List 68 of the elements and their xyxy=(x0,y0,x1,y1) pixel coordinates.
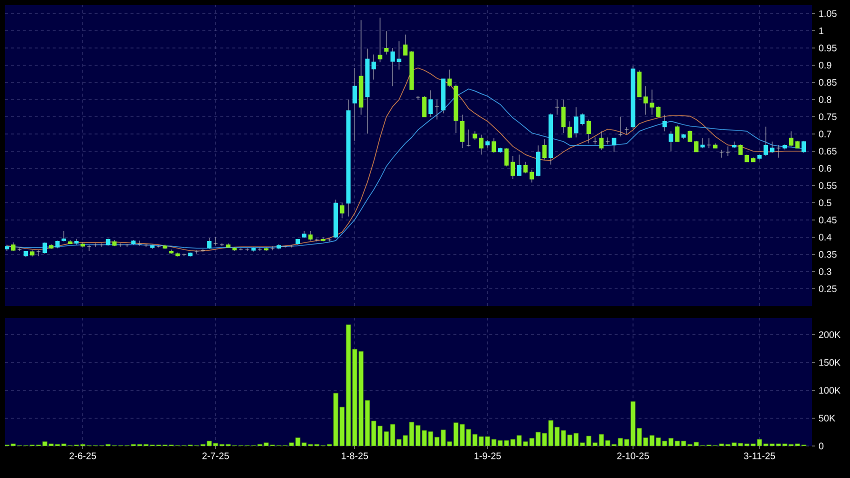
y-tick-label: 0.7 xyxy=(818,130,832,138)
candlestick xyxy=(586,119,591,144)
y-tick-label: 0.3 xyxy=(818,268,832,275)
x-tick-label: 2-7-25 xyxy=(202,452,229,460)
candlestick xyxy=(764,126,768,156)
candlestick xyxy=(74,238,79,246)
candlestick xyxy=(422,96,427,118)
y-tick-label: 0.4 xyxy=(818,234,832,241)
candlestick xyxy=(428,90,433,118)
y-tick-label: 0.45 xyxy=(818,216,837,224)
candlestick xyxy=(479,134,484,155)
candlestick xyxy=(372,54,376,80)
candlestick xyxy=(688,130,692,142)
y-tick-label: 0.9 xyxy=(818,62,832,69)
y-tick-label: 0.6 xyxy=(818,165,832,172)
candlestick xyxy=(738,144,743,155)
y-tick-label: 150K xyxy=(819,359,841,366)
y-tick-label: 0 xyxy=(818,442,824,450)
candlestick xyxy=(700,138,705,148)
x-tick-label: 1-8-25 xyxy=(342,452,368,460)
y-tick-label: 0.35 xyxy=(818,251,837,258)
candlestick xyxy=(523,162,528,174)
candlestick xyxy=(62,230,66,242)
candlestick xyxy=(612,138,616,152)
candlestick xyxy=(643,86,648,116)
y-tick-label: 1.05 xyxy=(819,10,837,17)
candlestick xyxy=(561,99,566,134)
candlestick xyxy=(352,68,357,142)
candlestick xyxy=(460,114,464,148)
y-tick-label: 0.85 xyxy=(818,79,837,86)
y-tick-label: 0.5 xyxy=(818,199,832,206)
y-tick-label: 0.95 xyxy=(818,44,837,52)
candlestick xyxy=(207,238,212,250)
x-tick-label: 3-11-25 xyxy=(744,452,776,460)
y-tick-label: 1 xyxy=(819,28,824,34)
candlestick xyxy=(390,48,395,86)
candlestick xyxy=(675,125,680,142)
y-tick-label: 200K xyxy=(819,331,841,338)
candlestick xyxy=(568,120,572,138)
y-tick-label: 0.75 xyxy=(818,113,837,120)
candlestick xyxy=(530,169,534,183)
x-tick-label: 1-9-25 xyxy=(474,452,501,460)
candlestick xyxy=(403,34,408,56)
candlestick xyxy=(662,114,667,132)
candlestick xyxy=(770,141,774,154)
candlestick xyxy=(492,138,496,154)
candlestick xyxy=(308,230,313,241)
y-tick-label: 0.8 xyxy=(818,96,832,103)
candlestick xyxy=(340,202,344,219)
y-tick-label: 0.25 xyxy=(818,285,837,292)
y-tick-label: 50K xyxy=(818,414,836,422)
candlestick xyxy=(668,130,674,152)
candlestick xyxy=(536,145,540,177)
y-tick-label: 0.55 xyxy=(818,182,837,189)
candlestick xyxy=(378,17,382,62)
y-tick-label: 100K xyxy=(819,386,841,394)
x-tick-label: 2-6-25 xyxy=(70,452,96,460)
candlestick xyxy=(447,69,452,88)
candlestick xyxy=(542,138,547,160)
candlestick xyxy=(516,154,522,176)
candlestick xyxy=(802,140,806,154)
candlestick xyxy=(650,89,654,116)
y-tick-label: 0.65 xyxy=(818,148,837,155)
candlestick xyxy=(384,30,389,55)
candlestick xyxy=(396,40,402,70)
candlestick xyxy=(656,106,661,118)
x-tick-label: 2-10-25 xyxy=(617,452,649,460)
candlestick xyxy=(599,130,604,150)
